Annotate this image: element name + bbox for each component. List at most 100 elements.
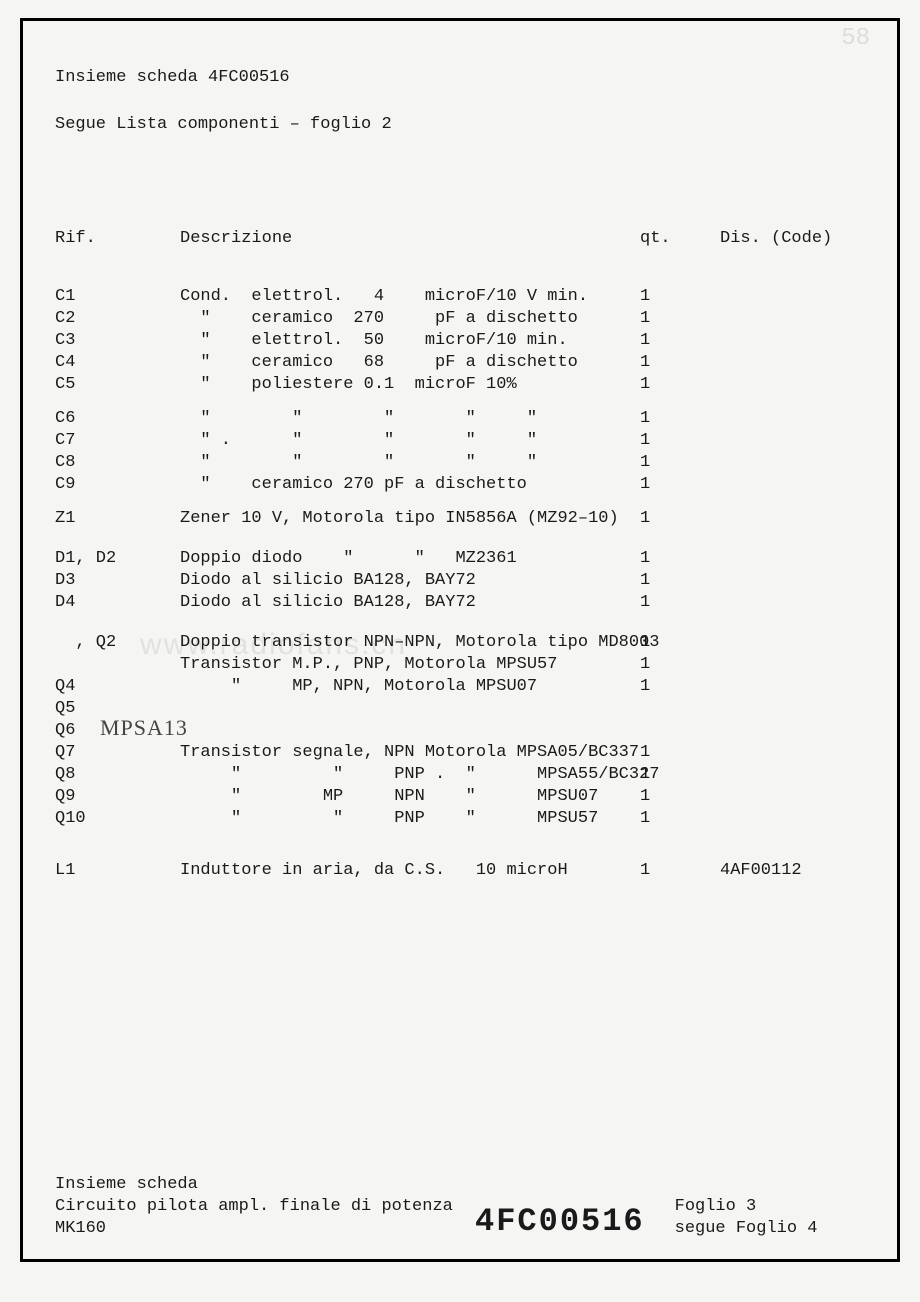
cell-desc: " . " " " " — [180, 430, 640, 452]
cell-dis — [720, 654, 840, 676]
cell-qt: 1 — [640, 570, 720, 592]
cell-desc: Transistor M.P., PNP, Motorola MPSU57 — [180, 654, 640, 676]
doc-subtitle: Segue Lista componenti – foglio 2 — [55, 115, 880, 134]
table-row: C3 " elettrol. 50 microF/10 min.1 — [55, 330, 880, 352]
cell-rif: C1 — [55, 286, 180, 308]
table-row: Transistor M.P., PNP, Motorola MPSU571 — [55, 654, 880, 676]
cell-rif: Q9 — [55, 786, 180, 808]
cell-dis — [720, 452, 840, 474]
cell-dis — [720, 474, 840, 496]
cell-dis — [720, 742, 840, 764]
col-header-rif: Rif. — [55, 229, 180, 248]
cell-desc: " elettrol. 50 microF/10 min. — [180, 330, 640, 352]
cell-desc: " ceramico 270 pF a dischetto — [180, 308, 640, 330]
cell-dis — [720, 720, 840, 742]
footer-code: 4FC00516 — [475, 1203, 645, 1240]
cell-qt: 1 — [640, 786, 720, 808]
cell-qt: 1 — [640, 408, 720, 430]
footer: Insieme scheda Circuito pilota ampl. fin… — [55, 1174, 880, 1240]
table-row: D4Diodo al silicio BA128, BAY721 — [55, 592, 880, 614]
cell-dis — [720, 374, 840, 396]
cell-qt: 1 — [640, 286, 720, 308]
cell-desc: Doppio diodo " " MZ2361 — [180, 548, 640, 570]
doc-title: Insieme scheda 4FC00516 — [55, 68, 880, 87]
cell-qt: 1 — [640, 654, 720, 676]
table-row: D1, D2Doppio diodo " " MZ23611 — [55, 548, 880, 570]
table-row: L1Induttore in aria, da C.S. 10 microH14… — [55, 860, 880, 882]
cell-qt: 1 — [640, 352, 720, 374]
cell-qt: 1 — [640, 452, 720, 474]
cell-qt — [640, 720, 720, 742]
cell-rif: C8 — [55, 452, 180, 474]
column-headers: Rif. Descrizione qt. Dis. (Code) — [55, 229, 880, 248]
cell-qt: 1 — [640, 860, 720, 882]
cell-qt: 1 — [640, 808, 720, 830]
cell-rif: D4 — [55, 592, 180, 614]
row-gap — [55, 396, 880, 408]
cell-desc: Zener 10 V, Motorola tipo IN5856A (MZ92–… — [180, 508, 640, 530]
cell-qt: 1 — [640, 474, 720, 496]
cell-desc: " " PNP " MPSU57 — [180, 808, 640, 830]
table-row: C7 " . " " " "1 — [55, 430, 880, 452]
cell-dis — [720, 786, 840, 808]
cell-qt: 1 — [640, 374, 720, 396]
col-header-desc: Descrizione — [180, 229, 640, 248]
cell-rif: C7 — [55, 430, 180, 452]
cell-dis — [720, 698, 840, 720]
cell-rif: C9 — [55, 474, 180, 496]
cell-desc: " ceramico 68 pF a dischetto — [180, 352, 640, 374]
col-header-dis: Dis. (Code) — [720, 229, 840, 248]
cell-desc: " MP NPN " MPSU07 — [180, 786, 640, 808]
cell-rif: Q8 — [55, 764, 180, 786]
cell-rif: Z1 — [55, 508, 180, 530]
table-row: Q9 " MP NPN " MPSU071 — [55, 786, 880, 808]
table-row: , Q2Doppio transistor NPN–NPN, Motorola … — [55, 632, 880, 654]
cell-qt: 1 — [640, 548, 720, 570]
table-row: C8 " " " " "1 — [55, 452, 880, 474]
cell-rif: L1 — [55, 860, 180, 882]
cell-desc: Induttore in aria, da C.S. 10 microH — [180, 860, 640, 882]
row-gap — [55, 496, 880, 508]
cell-dis — [720, 676, 840, 698]
cell-desc — [180, 698, 640, 720]
cell-qt: 1 — [640, 592, 720, 614]
cell-desc: " poliestere 0.1 microF 10% — [180, 374, 640, 396]
col-header-qt: qt. — [640, 229, 720, 248]
cell-desc: Cond. elettrol. 4 microF/10 V min. — [180, 286, 640, 308]
cell-rif: D1, D2 — [55, 548, 180, 570]
cell-dis — [720, 408, 840, 430]
table-row: Q10 " " PNP " MPSU571 — [55, 808, 880, 830]
cell-desc: " MP, NPN, Motorola MPSU07 — [180, 676, 640, 698]
rows-container: C1Cond. elettrol. 4 microF/10 V min.1C2 … — [55, 286, 880, 882]
footer-left-line2: Circuito pilota ampl. finale di potenza … — [55, 1196, 475, 1240]
cell-desc: Diodo al silicio BA128, BAY72 — [180, 592, 640, 614]
cell-qt: 1 — [640, 330, 720, 352]
table-row: C9 " ceramico 270 pF a dischetto1 — [55, 474, 880, 496]
table-row: C6 " " " " "1 — [55, 408, 880, 430]
cell-dis — [720, 286, 840, 308]
table-row: C2 " ceramico 270 pF a dischetto1 — [55, 308, 880, 330]
cell-dis — [720, 330, 840, 352]
table-row: C5 " poliestere 0.1 microF 10%1 — [55, 374, 880, 396]
cell-qt: 1 — [640, 430, 720, 452]
cell-rif: Q7 — [55, 742, 180, 764]
row-gap — [55, 848, 880, 860]
cell-rif: C6 — [55, 408, 180, 430]
cell-qt: 1 — [640, 742, 720, 764]
cell-qt: 1 — [640, 764, 720, 786]
table-row: Q7Transistor segnale, NPN Motorola MPSA0… — [55, 742, 880, 764]
footer-right: Foglio 3 segue Foglio 4 — [675, 1196, 818, 1240]
cell-dis — [720, 352, 840, 374]
cell-desc: Diodo al silicio BA128, BAY72 — [180, 570, 640, 592]
cell-rif: C5 — [55, 374, 180, 396]
cell-rif: Q4 — [55, 676, 180, 698]
cell-qt: 1 — [640, 632, 720, 654]
cell-dis: 4AF00112 — [720, 860, 840, 882]
table-row: C4 " ceramico 68 pF a dischetto1 — [55, 352, 880, 374]
cell-rif: C4 — [55, 352, 180, 374]
cell-qt: 1 — [640, 308, 720, 330]
cell-qt: 1 — [640, 508, 720, 530]
cell-desc: " " " " " — [180, 452, 640, 474]
cell-desc: Transistor segnale, NPN Motorola MPSA05/… — [180, 742, 640, 764]
footer-left-line1: Insieme scheda — [55, 1174, 475, 1196]
